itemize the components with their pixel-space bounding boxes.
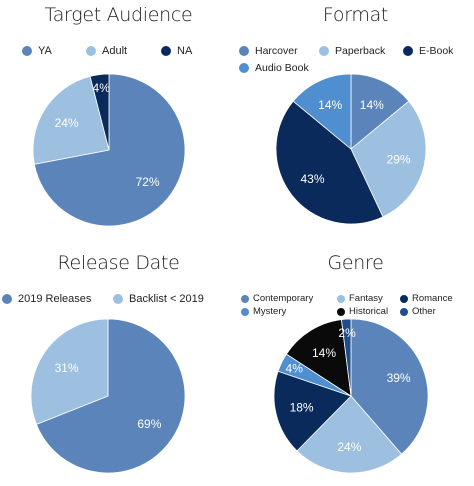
legend-label: YA xyxy=(38,45,52,57)
legend-label: Harcover xyxy=(255,45,298,57)
legend-label: Romance xyxy=(412,293,453,304)
legend-swatch xyxy=(22,46,32,56)
legend-swatch xyxy=(161,46,171,56)
pie-slice-audio-book xyxy=(292,73,352,150)
data-label-fantasy: 24% xyxy=(337,440,361,454)
data-label-adult: 24% xyxy=(55,116,79,130)
legend-label: Other xyxy=(412,306,436,317)
pie-slice-na xyxy=(89,73,110,151)
legend-swatch xyxy=(86,46,96,56)
chart-genre: Genre Contemporary Fantasy Romance Myste… xyxy=(237,243,474,486)
legend-label: Fantasy xyxy=(349,293,383,304)
pie-slice-e-book xyxy=(275,100,384,225)
legend-swatch xyxy=(2,294,12,304)
chart-target-audience: Target Audience YA Adult NA 72% 24% 4% xyxy=(0,0,237,243)
data-label-romance: 18% xyxy=(290,401,314,415)
data-label-2019-releases: 69% xyxy=(137,417,161,431)
legend-label: NA xyxy=(177,45,193,57)
legend-item-historical: Historical xyxy=(337,306,388,317)
legend-item-contemporary: Contemporary xyxy=(241,293,313,304)
legend-swatch xyxy=(241,294,249,303)
data-label-paperback: 29% xyxy=(387,153,411,167)
chart-title: Release Date xyxy=(57,252,180,274)
data-label-e-book: 43% xyxy=(300,172,324,186)
chart-title: Target Audience xyxy=(44,4,193,26)
legend-item-ya: YA xyxy=(22,45,52,57)
legend-item-adult: Adult xyxy=(86,45,127,57)
legend-swatch xyxy=(113,294,123,304)
data-label-backlist-2019: 31% xyxy=(55,361,79,375)
legend-item-na: NA xyxy=(161,45,192,57)
pie-slice-other xyxy=(340,318,352,397)
legend-label: Historical xyxy=(349,306,389,317)
legend-swatch xyxy=(241,307,249,316)
data-label-mystery: 4% xyxy=(286,362,304,376)
pie-slice-adult xyxy=(32,75,110,165)
data-label-harcover: 14% xyxy=(360,98,384,112)
legend-item-fantasy: Fantasy xyxy=(337,293,383,304)
legend-swatch xyxy=(239,46,249,56)
pie-slice-ya xyxy=(33,73,186,227)
legend-swatch xyxy=(319,46,329,56)
pie-slice-harcover xyxy=(350,73,410,150)
legend-label: Paperback xyxy=(335,45,386,57)
legend-label: Mystery xyxy=(253,306,287,317)
pie-chart: 72% 24% 4% xyxy=(32,73,186,227)
data-label-na: 4% xyxy=(93,81,111,95)
legend-swatch xyxy=(337,307,345,316)
legend-swatch xyxy=(403,46,413,56)
pie-chart: 69% 31% xyxy=(30,318,186,474)
legend-label: Contemporary xyxy=(253,293,314,304)
legend-swatch xyxy=(400,294,408,303)
legend-label: 2019 Releases xyxy=(18,293,92,305)
legend-item-paperback: Paperback xyxy=(319,45,385,57)
chart-title: Format xyxy=(322,4,389,26)
chart-release-date: Release Date 2019 Releases Backlist < 20… xyxy=(0,243,237,486)
pie-slice-historical xyxy=(285,319,352,397)
legend-swatch xyxy=(400,307,408,316)
legend-item-romance: Romance xyxy=(400,293,453,304)
legend-item-other: Other xyxy=(400,306,436,317)
legend-item-2019-releases: 2019 Releases xyxy=(2,293,91,305)
legend-item-ebook: E-Book xyxy=(403,45,453,57)
legend-swatch xyxy=(337,294,345,303)
data-label-other: 2% xyxy=(338,326,356,340)
pie-slice-romance xyxy=(273,370,352,452)
data-label-contemporary: 39% xyxy=(387,371,411,385)
legend-label: Audio Book xyxy=(255,62,309,74)
legend-label: Adult xyxy=(102,45,128,57)
legend-swatch xyxy=(239,63,249,73)
pie-chart: 39% 24% 18% 4% 14%2% xyxy=(273,318,429,474)
pie-chart: 14% 29% 43% 14% xyxy=(275,73,427,225)
pie-slice-contemporary xyxy=(350,318,429,455)
pie-slice-fantasy xyxy=(296,395,403,474)
pie-slice-2019-releases xyxy=(35,318,186,474)
legend-item-audio-book: Audio Book xyxy=(239,62,309,74)
chart-title: Genre xyxy=(327,252,384,274)
legend-label: Backlist < 2019 xyxy=(129,293,204,305)
data-label-audio-book: 14% xyxy=(318,98,342,112)
pie-slice-backlist-2019 xyxy=(30,318,109,425)
data-label-ya: 72% xyxy=(136,175,160,189)
data-label-historical: 14% xyxy=(312,346,336,360)
legend-item-backlist: Backlist < 2019 xyxy=(113,293,204,305)
legend-item-harcover: Harcover xyxy=(239,45,298,57)
legend-label: E-Book xyxy=(419,45,454,57)
legend-item-mystery: Mystery xyxy=(241,306,286,317)
chart-format: Format Harcover Paperback E-Book Audio B… xyxy=(237,0,474,243)
